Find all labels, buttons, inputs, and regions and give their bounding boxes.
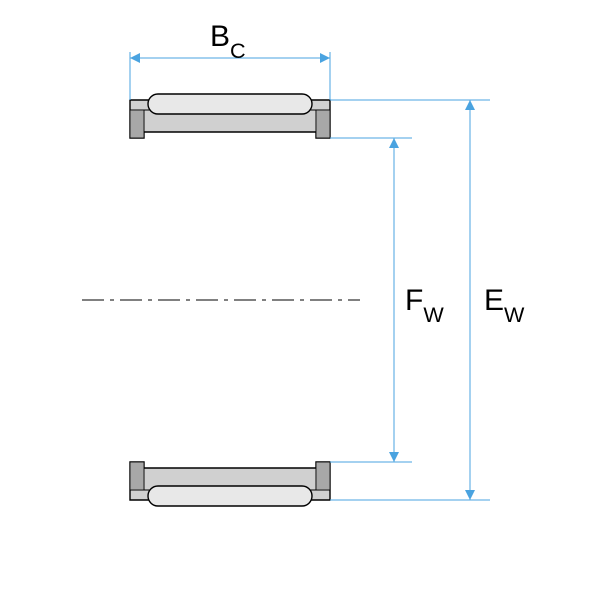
- label-Fw-sub: W: [423, 302, 443, 327]
- label-Ew: EW: [484, 284, 524, 323]
- label-Fw-main: F: [405, 284, 423, 317]
- label-Bc-sub: C: [230, 38, 246, 63]
- label-Bc-main: B: [210, 20, 230, 53]
- label-Ew-main: E: [484, 284, 504, 317]
- label-Fw: FW: [405, 284, 444, 323]
- label-Bc: BC: [210, 20, 246, 59]
- label-Ew-sub: W: [504, 302, 524, 327]
